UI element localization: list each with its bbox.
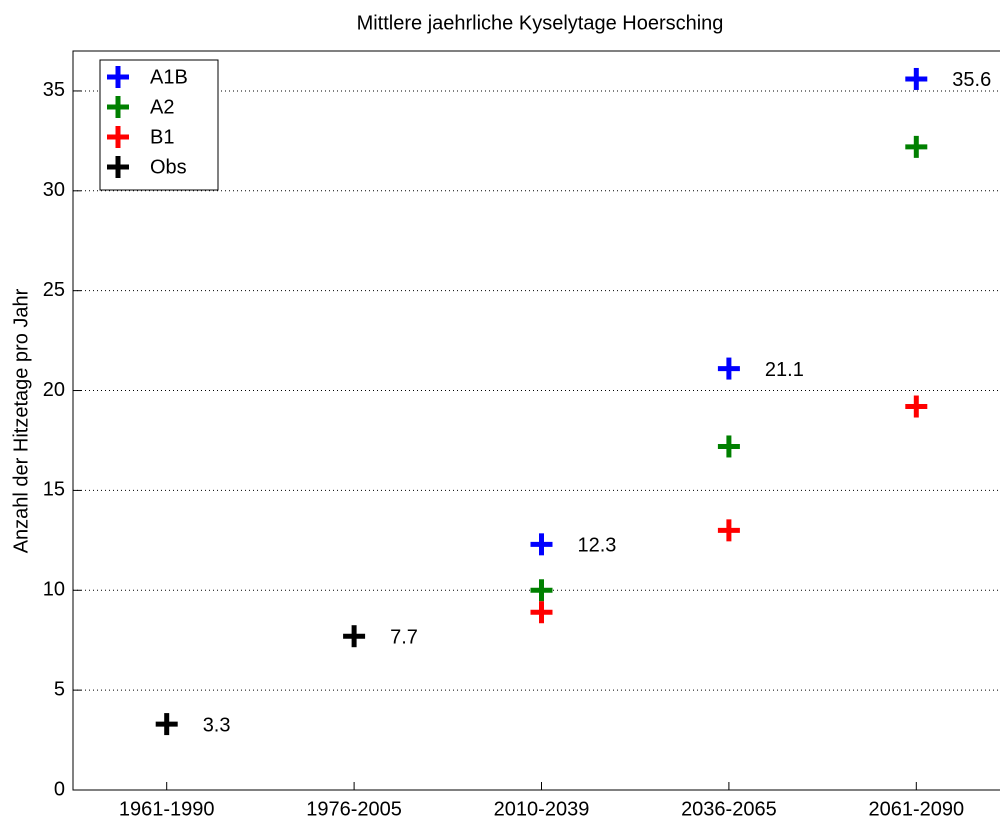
y-tick-label: 5 — [54, 678, 65, 700]
data-label: 12.3 — [578, 535, 617, 557]
data-point — [905, 135, 928, 158]
legend-label: A2 — [150, 96, 174, 118]
y-tick-label: 20 — [43, 379, 65, 401]
data-point — [717, 357, 740, 380]
data-point — [717, 435, 740, 458]
legend-marker — [107, 156, 129, 178]
y-tick-label: 10 — [43, 579, 65, 601]
data-label: 7.7 — [390, 626, 418, 648]
data-label: 35.6 — [952, 69, 991, 91]
data-point — [905, 67, 928, 90]
data-point — [530, 579, 553, 602]
data-point — [905, 395, 928, 418]
data-point — [343, 625, 366, 648]
y-axis-label: Anzahl der Hitzetage pro Jahr — [10, 288, 32, 553]
data-point — [717, 519, 740, 542]
legend-marker — [107, 66, 129, 88]
y-tick-label: 15 — [43, 479, 65, 501]
legend-label: A1B — [150, 66, 188, 88]
data-point — [530, 533, 553, 556]
data-point — [530, 601, 553, 624]
y-tick-label: 25 — [43, 279, 65, 301]
x-tick-label: 2036-2065 — [681, 798, 777, 820]
y-tick-label: 0 — [54, 778, 65, 800]
x-tick-label: 2010-2039 — [494, 798, 590, 820]
legend-marker — [107, 96, 129, 118]
y-tick-label: 35 — [43, 79, 65, 101]
data-label: 21.1 — [765, 359, 804, 381]
x-tick-label: 1961-1990 — [119, 798, 215, 820]
x-tick-label: 2061-2090 — [868, 798, 964, 820]
legend-marker — [107, 126, 129, 148]
data-point — [155, 713, 178, 736]
x-tick-label: 1976-2005 — [306, 798, 402, 820]
y-tick-label: 30 — [43, 179, 65, 201]
chart-title: Mittlere jaehrliche Kyselytage Hoerschin… — [357, 12, 724, 34]
legend-label: Obs — [150, 156, 187, 178]
legend-label: B1 — [150, 126, 174, 148]
data-label: 3.3 — [203, 714, 231, 736]
